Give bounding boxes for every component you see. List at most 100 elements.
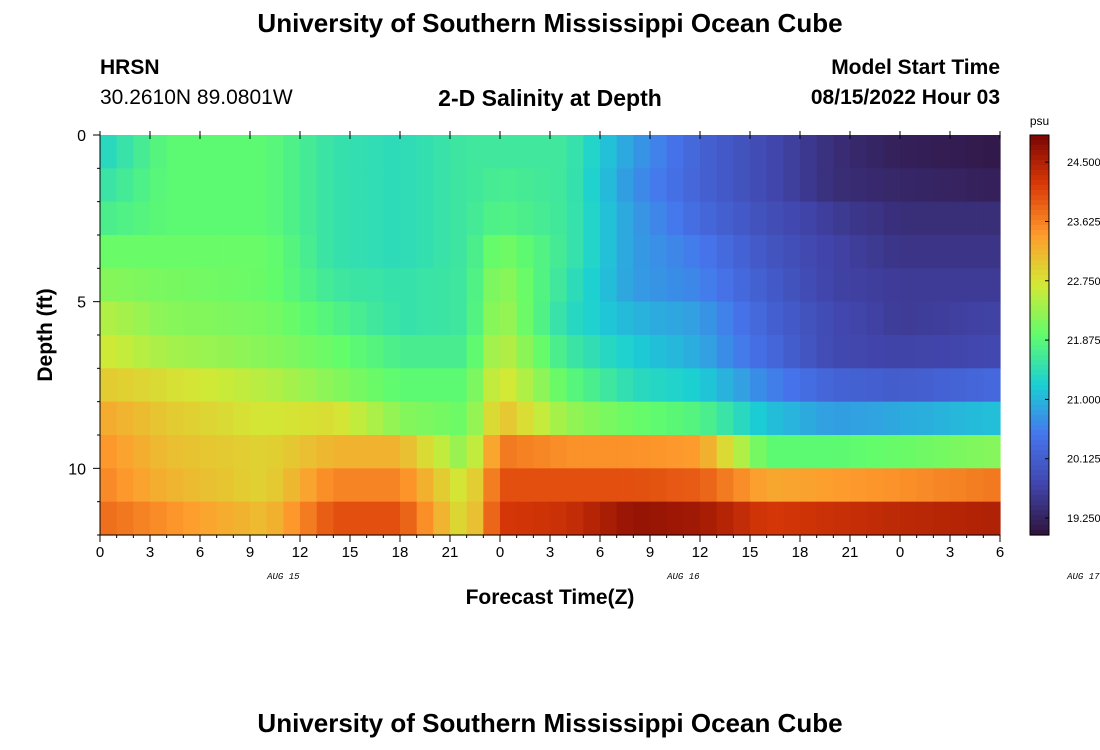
heatmap-cell	[150, 435, 168, 469]
heatmap-cell	[383, 135, 401, 169]
heatmap-cell	[416, 168, 434, 203]
heatmap-cell	[433, 268, 451, 303]
heatmap-cell	[433, 501, 451, 536]
heatmap-cell	[116, 435, 134, 469]
colorbar-segment	[1030, 260, 1049, 266]
heatmap-cell	[866, 401, 884, 436]
heatmap-cell	[550, 435, 568, 469]
colorbar-segment	[1030, 405, 1049, 411]
x-tick-label: 6	[596, 544, 604, 561]
heatmap-cell	[916, 401, 934, 436]
heatmap-cell	[583, 268, 601, 303]
heatmap-cell	[233, 401, 251, 436]
heatmap-cell	[600, 501, 618, 536]
heatmap-cell	[333, 468, 351, 503]
heatmap-cell	[966, 335, 984, 369]
heatmap-cell	[233, 368, 251, 403]
heatmap-cell	[366, 468, 384, 503]
heatmap-cell	[916, 468, 934, 503]
y-tick-label: 0	[77, 128, 86, 145]
heatmap-cell	[950, 435, 968, 469]
heatmap-cell	[833, 268, 851, 303]
heatmap-cell	[533, 268, 551, 303]
heatmap-cell	[750, 401, 768, 436]
heatmap-cell	[300, 268, 318, 303]
heatmap-cell	[733, 168, 751, 203]
colorbar-segment	[1030, 395, 1049, 401]
heatmap-cell	[950, 301, 968, 336]
heatmap-cell	[733, 301, 751, 336]
heatmap-cell	[233, 235, 251, 269]
colorbar-segment	[1030, 490, 1049, 496]
heatmap-cell	[566, 301, 584, 336]
heatmap-cell	[433, 301, 451, 336]
heatmap-cell	[350, 268, 368, 303]
heatmap-cell	[983, 301, 1001, 336]
heatmap-cell	[783, 501, 801, 536]
heatmap-cell	[816, 135, 834, 169]
heatmap-cell	[866, 135, 884, 169]
heatmap-cell	[100, 401, 118, 436]
colorbar-segment	[1030, 445, 1049, 451]
heatmap-cell	[250, 401, 268, 436]
heatmap-cell	[266, 401, 284, 436]
heatmap-cell	[350, 335, 368, 369]
heatmap-cell	[183, 501, 201, 536]
heatmap-cell	[116, 501, 134, 536]
heatmap-cell	[900, 368, 918, 403]
heatmap-cell	[683, 435, 701, 469]
heatmap-cell	[316, 335, 334, 369]
heatmap-cell	[666, 135, 684, 169]
heatmap-cell	[866, 201, 884, 236]
heatmap-cell	[816, 268, 834, 303]
heatmap-cell	[183, 335, 201, 369]
heatmap-cell	[450, 268, 468, 303]
colorbar-segment	[1030, 210, 1049, 216]
heatmap-cell	[783, 301, 801, 336]
heatmap-cell	[516, 401, 534, 436]
heatmap-cell	[633, 235, 651, 269]
heatmap-cell	[866, 435, 884, 469]
heatmap-cell	[516, 435, 534, 469]
heatmap-cell	[516, 468, 534, 503]
heatmap-cell	[683, 401, 701, 436]
heatmap-cell	[150, 501, 168, 536]
heatmap-cell	[400, 335, 418, 369]
heatmap-cell	[350, 468, 368, 503]
heatmap-cell	[433, 235, 451, 269]
heatmap-cell	[883, 368, 901, 403]
heatmap-cell	[550, 468, 568, 503]
heatmap-cell	[333, 435, 351, 469]
heatmap-cell	[716, 235, 734, 269]
heatmap-cell	[600, 135, 618, 169]
colorbar-segment	[1030, 200, 1049, 206]
heatmap-cell	[633, 335, 651, 369]
heatmap-cell	[533, 301, 551, 336]
heatmap-cell	[666, 268, 684, 303]
colorbar	[1030, 135, 1049, 536]
heatmap-cell	[866, 368, 884, 403]
heatmap-cell	[133, 201, 151, 236]
heatmap-cell	[216, 368, 234, 403]
x-tick-label: 3	[146, 544, 154, 561]
heatmap-cell	[950, 368, 968, 403]
x-tick-label: 3	[946, 544, 954, 561]
heatmap-cell	[633, 435, 651, 469]
heatmap-cell	[633, 468, 651, 503]
heatmap-cell	[816, 468, 834, 503]
heatmap-cell	[150, 468, 168, 503]
heatmap-cell	[300, 401, 318, 436]
heatmap-cell	[283, 468, 301, 503]
colorbar-segment	[1030, 375, 1049, 381]
heatmap-cell	[500, 435, 518, 469]
heatmap-cell	[350, 135, 368, 169]
heatmap-cell	[500, 335, 518, 369]
heatmap-cell	[900, 401, 918, 436]
heatmap-cell	[250, 235, 268, 269]
heatmap-cell	[316, 201, 334, 236]
heatmap-cell	[366, 201, 384, 236]
heatmap-cell	[950, 268, 968, 303]
heatmap-cell	[566, 401, 584, 436]
heatmap-cell	[216, 335, 234, 369]
colorbar-tick-label: 22.750	[1067, 276, 1100, 288]
